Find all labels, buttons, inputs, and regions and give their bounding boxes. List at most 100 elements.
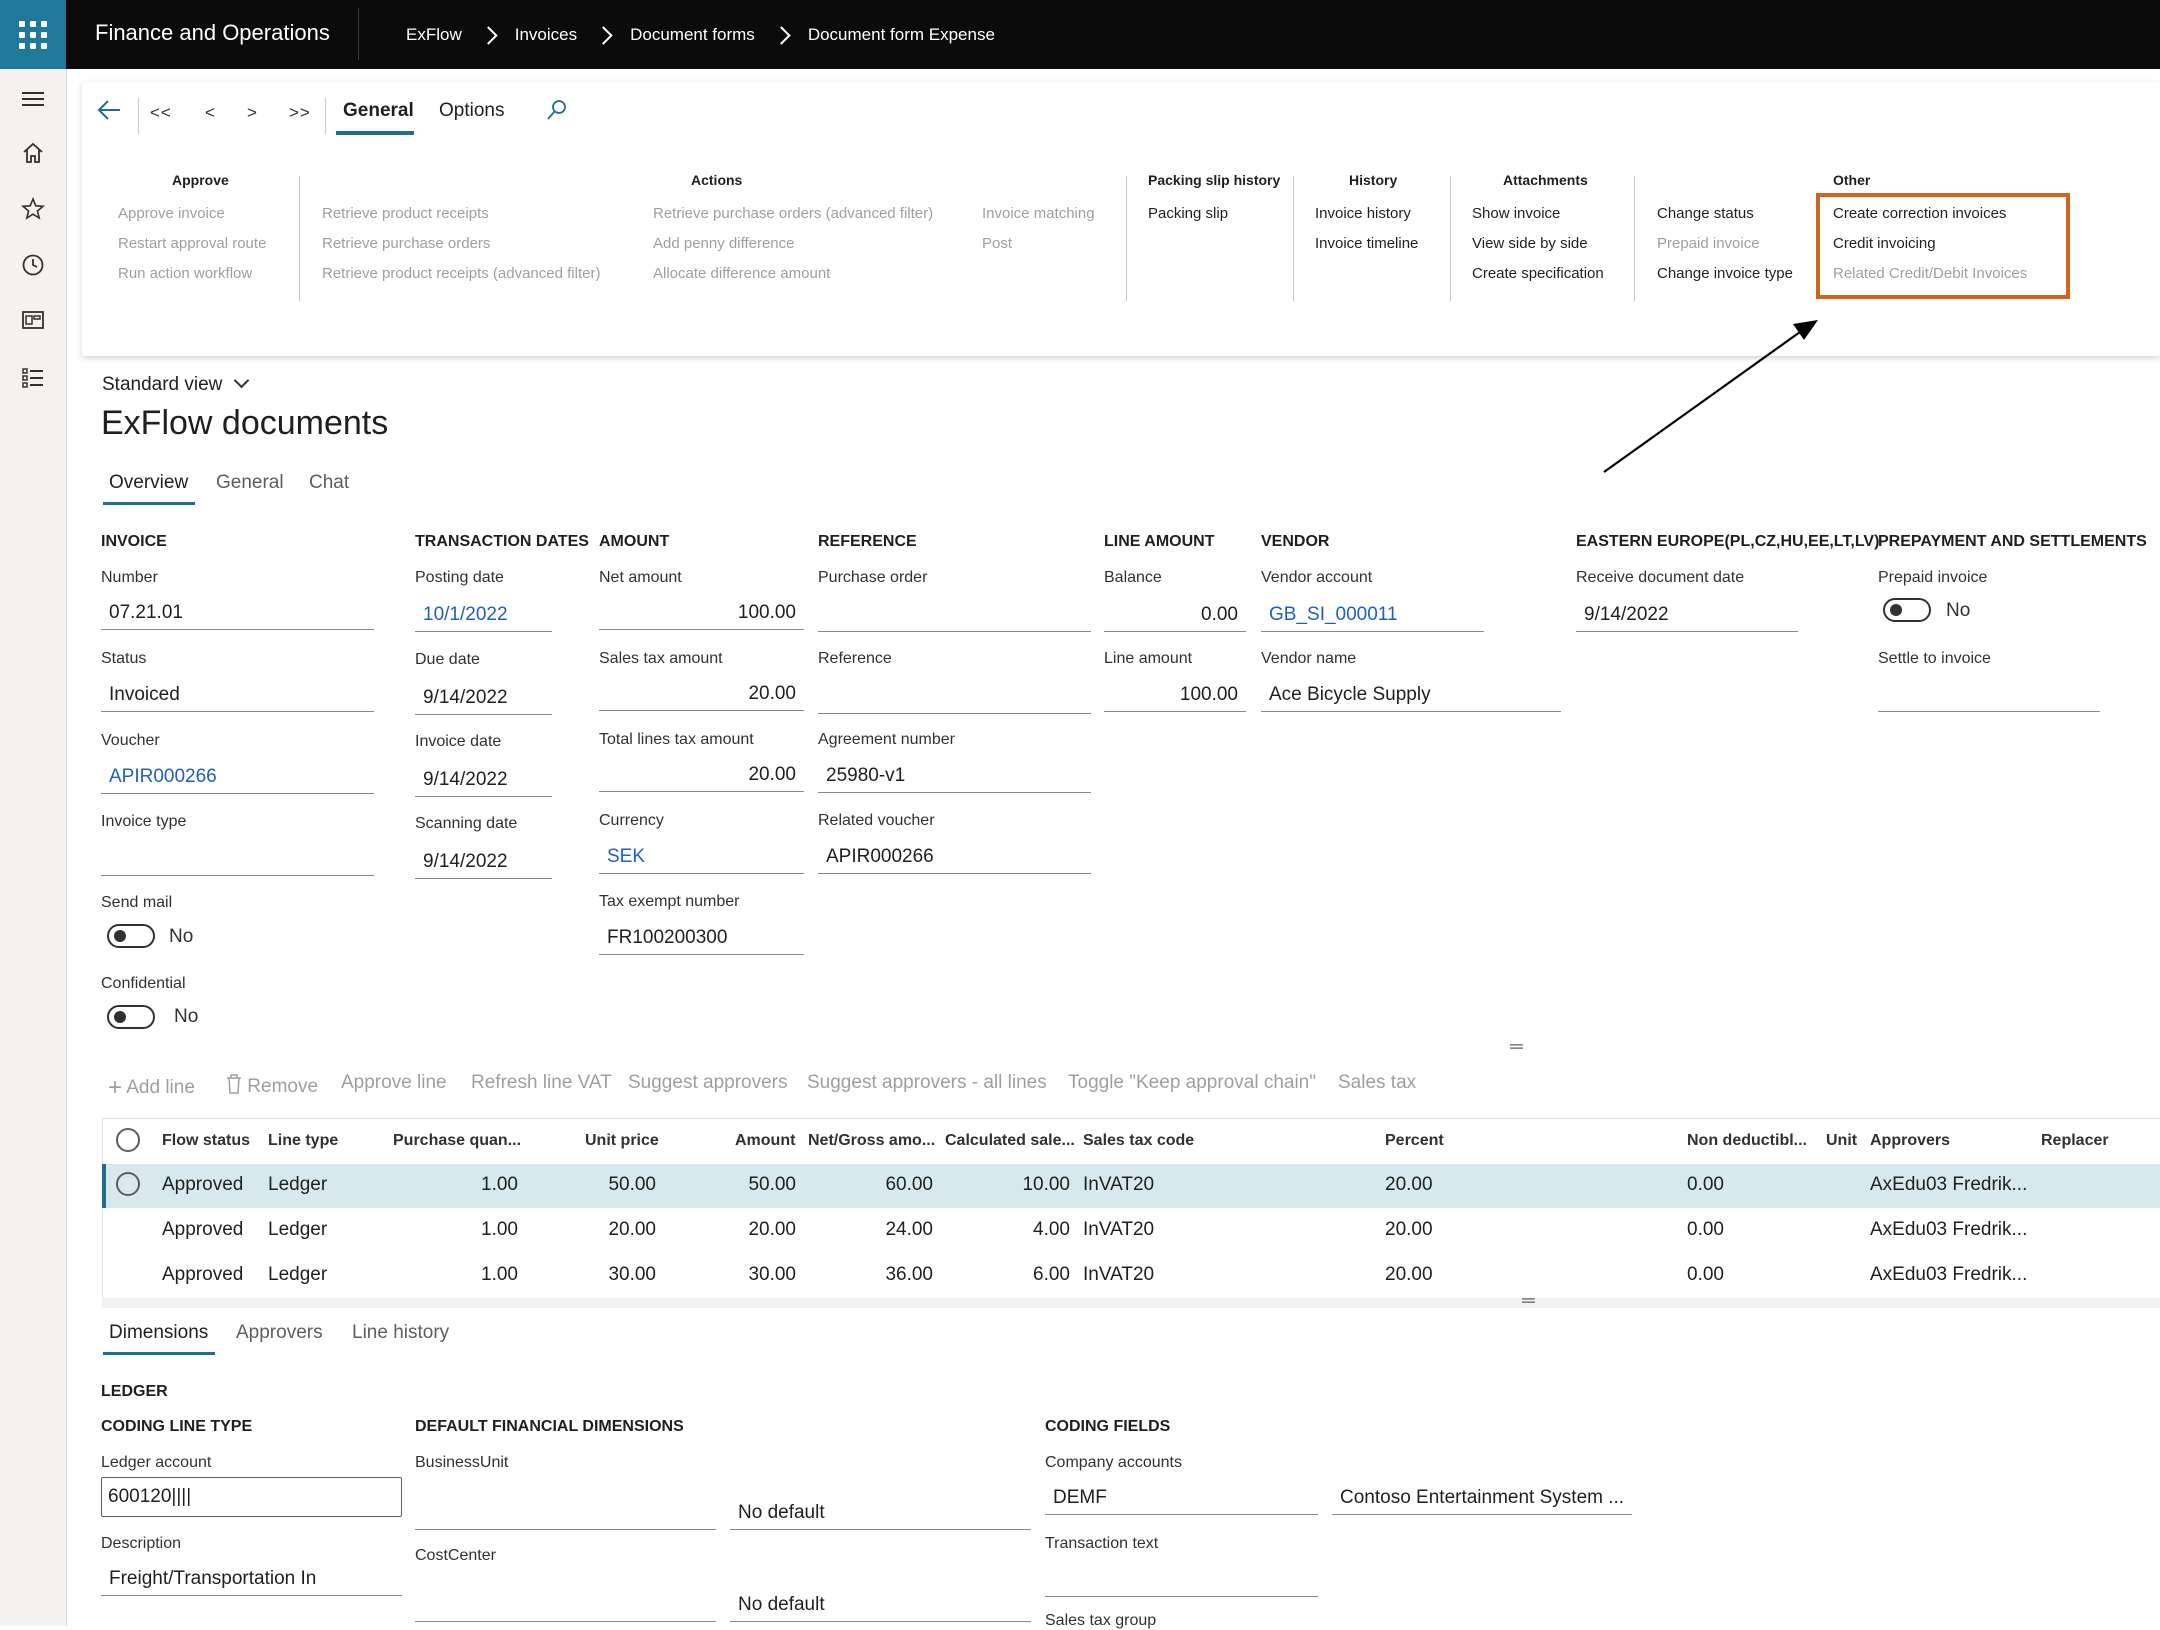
breadcrumb-item[interactable]: Document form Expense (807, 25, 995, 44)
modules-list-icon[interactable] (19, 363, 47, 391)
tab-general[interactable]: General (343, 100, 414, 121)
credit-invoicing-button[interactable]: Credit invoicing (1833, 235, 1936, 252)
hamburger-menu-icon[interactable] (19, 85, 47, 113)
post-button[interactable]: Post (982, 235, 1013, 252)
invoice-timeline-button[interactable]: Invoice timeline (1315, 235, 1419, 252)
ledger-account-input[interactable]: 600120|||| (101, 1477, 402, 1517)
tab-options[interactable]: Options (439, 100, 505, 121)
show-invoice-button[interactable]: Show invoice (1472, 205, 1561, 222)
sales-tax-amount-field[interactable]: 20.00 (599, 677, 804, 711)
cost-center-field[interactable] (415, 1588, 716, 1622)
vendor-account-link[interactable]: GB_SI_000011 (1261, 598, 1484, 632)
invoice-date-field[interactable]: 9/14/2022 (415, 763, 552, 797)
vendor-name-field[interactable]: Ace Bicycle Supply (1261, 678, 1561, 712)
retrieve-product-receipts-advanced-button[interactable]: Retrieve product receipts (advanced filt… (322, 265, 601, 282)
number-field[interactable]: 07.21.01 (101, 596, 374, 630)
refresh-line-vat-button[interactable]: Refresh line VAT (471, 1072, 612, 1093)
add-line-button[interactable]: + Add line (108, 1072, 195, 1101)
breadcrumb-item[interactable]: Invoices (514, 25, 578, 44)
first-record-button[interactable]: << (150, 103, 172, 122)
select-all-radio[interactable] (116, 1128, 140, 1152)
col-header-sales-tax-code[interactable]: Sales tax code (1083, 1132, 1195, 1149)
net-amount-field[interactable]: 100.00 (599, 596, 804, 630)
transaction-text-field[interactable] (1045, 1563, 1318, 1597)
currency-link[interactable]: SEK (599, 840, 804, 874)
tab-overview[interactable]: Overview (109, 472, 189, 493)
tab-approvers[interactable]: Approvers (236, 1322, 323, 1343)
col-header-non-deductible[interactable]: Non deductibl... (1687, 1132, 1807, 1149)
breadcrumb-item[interactable]: Document forms (630, 25, 755, 44)
search-icon[interactable] (545, 98, 569, 127)
purchase-order-field[interactable] (818, 598, 1091, 632)
voucher-link[interactable]: APIR000266 (101, 760, 374, 794)
col-header-unit[interactable]: Unit (1826, 1132, 1858, 1149)
col-header-percent[interactable]: Percent (1385, 1132, 1444, 1149)
related-credit-debit-invoices-button[interactable]: Related Credit/Debit Invoices (1833, 265, 2028, 282)
next-record-button[interactable]: > (247, 103, 258, 122)
col-header-approvers[interactable]: Approvers (1870, 1132, 1951, 1149)
back-arrow-icon[interactable] (96, 98, 122, 127)
retrieve-purchase-orders-button[interactable]: Retrieve purchase orders (322, 235, 491, 252)
description-field[interactable]: Freight/Transportation In (101, 1562, 402, 1596)
line-amount-field[interactable]: 100.00 (1104, 678, 1246, 712)
tab-dimensions[interactable]: Dimensions (109, 1322, 209, 1343)
splitter-handle-icon[interactable]: ═ (1522, 1290, 1535, 1310)
balance-field[interactable]: 0.00 (1104, 598, 1246, 632)
sales-tax-button[interactable]: Sales tax (1338, 1072, 1417, 1093)
workspaces-icon[interactable] (19, 306, 47, 334)
view-side-by-side-button[interactable]: View side by side (1472, 235, 1588, 252)
invoice-matching-button[interactable]: Invoice matching (982, 205, 1095, 222)
col-header-net-gross-amount[interactable]: Net/Gross amo... (808, 1132, 936, 1149)
business-unit-field[interactable] (415, 1496, 716, 1530)
create-correction-invoices-button[interactable]: Create correction invoices (1833, 205, 2007, 222)
scanning-date-field[interactable]: 9/14/2022 (415, 845, 552, 879)
tab-chat[interactable]: Chat (309, 472, 350, 493)
retrieve-purchase-orders-advanced-button[interactable]: Retrieve purchase orders (advanced filte… (653, 205, 934, 222)
send-mail-toggle[interactable] (107, 924, 155, 948)
row-select-radio[interactable] (116, 1172, 140, 1196)
clock-recent-icon[interactable] (19, 251, 47, 279)
prepaid-invoice-button[interactable]: Prepaid invoice (1657, 235, 1760, 252)
retrieve-product-receipts-button[interactable]: Retrieve product receipts (322, 205, 489, 222)
reference-field[interactable] (818, 680, 1091, 714)
app-launcher-button[interactable] (0, 0, 66, 69)
col-header-unit-price[interactable]: Unit price (585, 1132, 659, 1149)
invoice-history-button[interactable]: Invoice history (1315, 205, 1411, 222)
col-header-amount[interactable]: Amount (735, 1132, 796, 1149)
remove-button[interactable]: Remove (226, 1072, 318, 1098)
invoice-type-field[interactable] (101, 842, 374, 876)
company-accounts-field[interactable]: DEMF (1045, 1481, 1318, 1515)
suggest-approvers-button[interactable]: Suggest approvers (628, 1072, 788, 1093)
allocate-difference-amount-button[interactable]: Allocate difference amount (653, 265, 831, 282)
tab-line-history[interactable]: Line history (352, 1322, 450, 1343)
agreement-number-field[interactable]: 25980-v1 (818, 759, 1091, 793)
col-header-purchase-quantity[interactable]: Purchase quan... (393, 1132, 522, 1149)
home-icon[interactable] (19, 139, 47, 167)
settle-to-invoice-field[interactable] (1878, 678, 2100, 712)
prepaid-invoice-toggle[interactable] (1883, 598, 1931, 622)
posting-date-field[interactable]: 10/1/2022 (415, 598, 552, 632)
related-voucher-field[interactable]: APIR000266 (818, 840, 1091, 874)
toggle-keep-approval-chain-button[interactable]: Toggle "Keep approval chain" (1068, 1072, 1316, 1093)
previous-record-button[interactable]: < (205, 103, 216, 122)
change-invoice-type-button[interactable]: Change invoice type (1657, 265, 1793, 282)
col-header-calculated-sales-tax[interactable]: Calculated sale... (945, 1132, 1075, 1149)
last-record-button[interactable]: >> (289, 103, 311, 122)
col-header-replacer[interactable]: Replacer (2041, 1132, 2109, 1149)
approve-invoice-button[interactable]: Approve invoice (118, 205, 225, 222)
suggest-approvers-all-lines-button[interactable]: Suggest approvers - all lines (807, 1072, 1047, 1093)
view-selector[interactable]: Standard view (102, 372, 249, 396)
star-favorites-icon[interactable] (19, 195, 47, 223)
splitter-handle-icon[interactable]: ═ (1510, 1036, 1523, 1056)
total-lines-tax-field[interactable]: 20.00 (599, 758, 804, 792)
approve-line-button[interactable]: Approve line (341, 1072, 447, 1093)
tax-exempt-field[interactable]: FR100200300 (599, 921, 804, 955)
receive-document-date-field[interactable]: 9/14/2022 (1576, 598, 1798, 632)
col-header-line-type[interactable]: Line type (268, 1132, 339, 1149)
add-penny-difference-button[interactable]: Add penny difference (653, 235, 795, 252)
create-specification-button[interactable]: Create specification (1472, 265, 1604, 282)
due-date-field[interactable]: 9/14/2022 (415, 681, 552, 715)
packing-slip-button[interactable]: Packing slip (1148, 205, 1229, 222)
tab-general[interactable]: General (216, 472, 284, 493)
change-status-button[interactable]: Change status (1657, 205, 1754, 222)
